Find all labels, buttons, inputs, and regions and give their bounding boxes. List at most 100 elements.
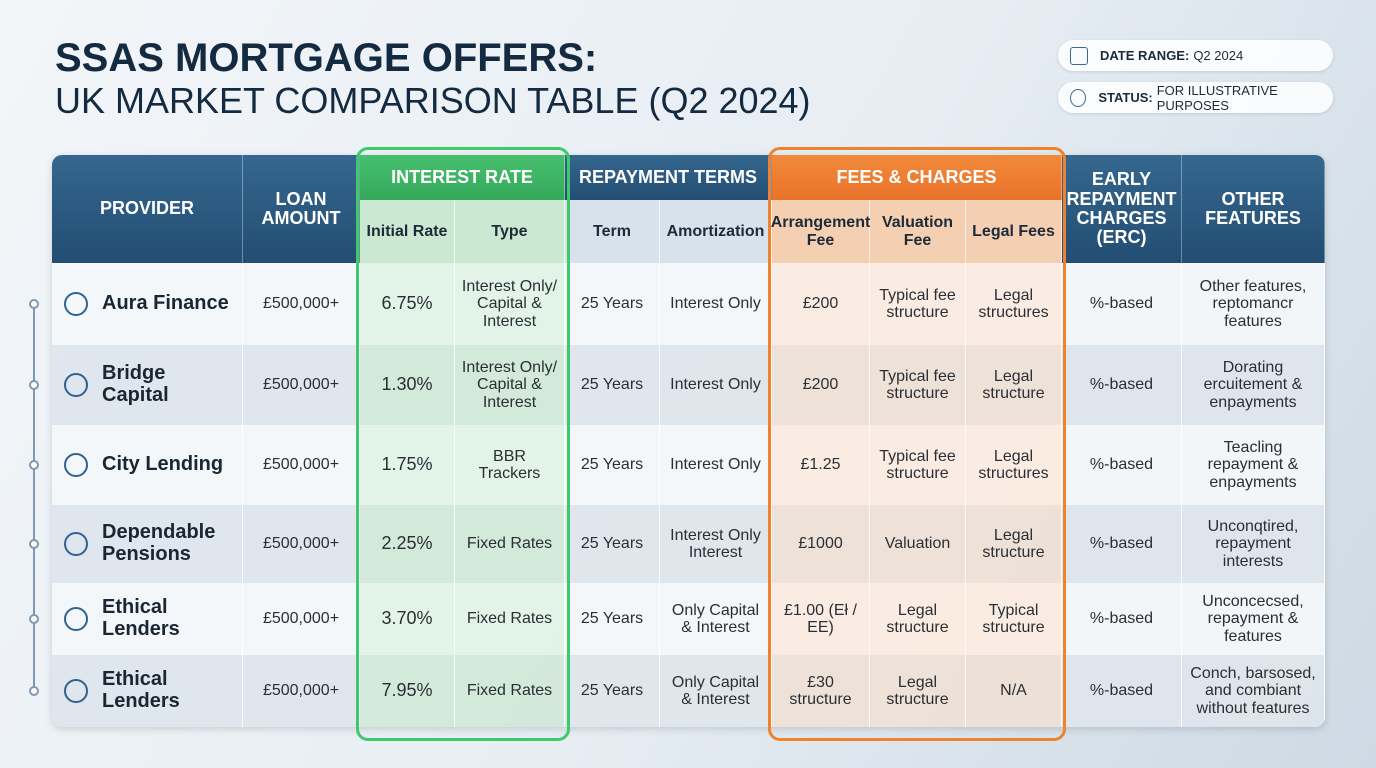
provider-cell: Ethical Lenders bbox=[52, 583, 243, 655]
title: SSAS MORTGAGE OFFERS: bbox=[55, 36, 598, 80]
timeline bbox=[33, 304, 35, 692]
data-cell: 2.25% bbox=[360, 505, 455, 583]
data-cell: £500,000+ bbox=[243, 425, 360, 505]
provider-cell: Aura Finance bbox=[52, 263, 243, 345]
sub-header: Term bbox=[565, 200, 660, 263]
data-cell: 25 Years bbox=[565, 505, 660, 583]
data-cell: Valuation bbox=[870, 505, 966, 583]
data-cell: Interest Only Interest bbox=[660, 505, 772, 583]
header-cell: OTHER FEATURES bbox=[1182, 155, 1325, 263]
data-cell: £30 structure bbox=[772, 655, 870, 727]
data-cell: Fixed Rates bbox=[455, 583, 565, 655]
data-cell: Legal structures bbox=[966, 425, 1062, 505]
provider-icon bbox=[64, 453, 88, 477]
data-cell: Interest Only bbox=[660, 263, 772, 345]
data-cell: Unconqtired, repayment interests bbox=[1182, 505, 1325, 583]
subtitle: UK MARKET COMPARISON TABLE (Q2 2024) bbox=[55, 80, 811, 121]
badge-value: FOR ILLUSTRATIVE PURPOSES bbox=[1156, 82, 1278, 113]
data-cell: 25 Years bbox=[565, 345, 660, 425]
timeline-dot bbox=[29, 686, 39, 696]
data-cell: £500,000+ bbox=[243, 345, 360, 425]
data-cell: £500,000+ bbox=[243, 583, 360, 655]
data-cell: 25 Years bbox=[565, 425, 660, 505]
data-cell: %-based bbox=[1062, 505, 1182, 583]
badge-icon bbox=[1070, 46, 1088, 65]
data-cell: BBR Trackers bbox=[455, 425, 565, 505]
data-cell: Conch, barsosed, and combiant without fe… bbox=[1182, 655, 1325, 727]
sub-header: Valuation Fee bbox=[870, 200, 966, 263]
header-cell: LOAN AMOUNT bbox=[243, 155, 360, 263]
data-cell: 1.30% bbox=[360, 345, 455, 425]
sub-header: Arrangement Fee bbox=[771, 200, 870, 263]
data-cell: Only Capital & Interest bbox=[660, 655, 772, 727]
badge-label: STATUS: bbox=[1098, 90, 1153, 105]
group-header: FEES & CHARGES bbox=[772, 155, 1062, 200]
data-cell: £1000 bbox=[772, 505, 870, 583]
provider-icon bbox=[64, 373, 88, 397]
data-cell: 7.95% bbox=[360, 655, 455, 727]
data-cell: %-based bbox=[1062, 583, 1182, 655]
data-cell: Interest Only bbox=[660, 425, 772, 505]
provider-name: Ethical Lenders bbox=[102, 596, 180, 640]
provider-cell: City Lending bbox=[52, 425, 243, 505]
data-cell: Legal structure bbox=[966, 345, 1062, 425]
data-cell: Only Capital & Interest bbox=[660, 583, 772, 655]
provider-cell: Bridge Capital bbox=[52, 345, 243, 425]
data-cell: 25 Years bbox=[565, 655, 660, 727]
data-cell: Typical fee structure bbox=[870, 425, 966, 505]
data-cell: 1.75% bbox=[360, 425, 455, 505]
timeline-dot bbox=[29, 614, 39, 624]
data-cell: Other features, reptomancr features bbox=[1182, 263, 1325, 345]
data-cell: Interest Only/ Capital & Interest bbox=[455, 345, 565, 425]
data-cell: Legal structure bbox=[870, 583, 966, 655]
badge: DATE RANGE: Q2 2024 bbox=[1058, 40, 1333, 71]
data-cell: 3.70% bbox=[360, 583, 455, 655]
provider-name: Ethical Lenders bbox=[102, 668, 180, 712]
data-cell: £500,000+ bbox=[243, 263, 360, 345]
data-cell: Typical fee structure bbox=[870, 263, 966, 345]
timeline-dot bbox=[29, 539, 39, 549]
provider-name: Dependable Pensions bbox=[102, 521, 216, 565]
sub-header: Initial Rate bbox=[360, 200, 455, 263]
data-cell: Fixed Rates bbox=[455, 505, 565, 583]
data-cell: %-based bbox=[1062, 345, 1182, 425]
header-cell: EARLY REPAYMENT CHARGES (ERC) bbox=[1062, 155, 1182, 263]
data-cell: Typical structure bbox=[966, 583, 1062, 655]
badge-label: DATE RANGE: bbox=[1100, 48, 1190, 63]
data-cell: Dorating ercuitement & enpayments bbox=[1182, 345, 1325, 425]
data-cell: Legal structures bbox=[966, 263, 1062, 345]
data-cell: %-based bbox=[1062, 263, 1182, 345]
data-cell: Teacling repayment & enpayments bbox=[1182, 425, 1325, 505]
badge: STATUS: FOR ILLUSTRATIVE PURPOSES bbox=[1058, 82, 1333, 113]
provider-icon bbox=[64, 532, 88, 556]
data-cell: %-based bbox=[1062, 425, 1182, 505]
sub-header: Amortization bbox=[660, 200, 772, 263]
badge-icon bbox=[1070, 88, 1087, 107]
provider-icon bbox=[64, 679, 88, 703]
provider-name: Aura Finance bbox=[102, 292, 229, 315]
data-cell: Unconcecsed, repayment & features bbox=[1182, 583, 1325, 655]
timeline-dot bbox=[29, 380, 39, 390]
provider-cell: Dependable Pensions bbox=[52, 505, 243, 583]
group-header: INTEREST RATE bbox=[360, 155, 565, 200]
timeline-dot bbox=[29, 460, 39, 470]
data-cell: Interest Only bbox=[660, 345, 772, 425]
table: PROVIDER LOAN AMOUNT INTEREST RATE Initial … bbox=[52, 155, 1325, 727]
data-cell: Interest Only/ Capital & Interest bbox=[455, 263, 565, 345]
data-cell: 25 Years bbox=[565, 583, 660, 655]
group-header: REPAYMENT TERMS bbox=[565, 155, 772, 200]
data-cell: £1.00 (Eł / EE) bbox=[772, 583, 870, 655]
data-cell: Legal structure bbox=[870, 655, 966, 727]
data-cell: £1.25 bbox=[772, 425, 870, 505]
data-cell: Legal structure bbox=[966, 505, 1062, 583]
data-cell: Fixed Rates bbox=[455, 655, 565, 727]
provider-icon bbox=[64, 292, 88, 316]
sub-header: Type bbox=[455, 200, 565, 263]
provider-icon bbox=[64, 607, 88, 631]
sub-header: Legal Fees bbox=[966, 200, 1062, 263]
data-cell: 25 Years bbox=[565, 263, 660, 345]
data-cell: 6.75% bbox=[360, 263, 455, 345]
provider-name: Bridge Capital bbox=[102, 362, 169, 406]
data-cell: £200 bbox=[772, 345, 870, 425]
